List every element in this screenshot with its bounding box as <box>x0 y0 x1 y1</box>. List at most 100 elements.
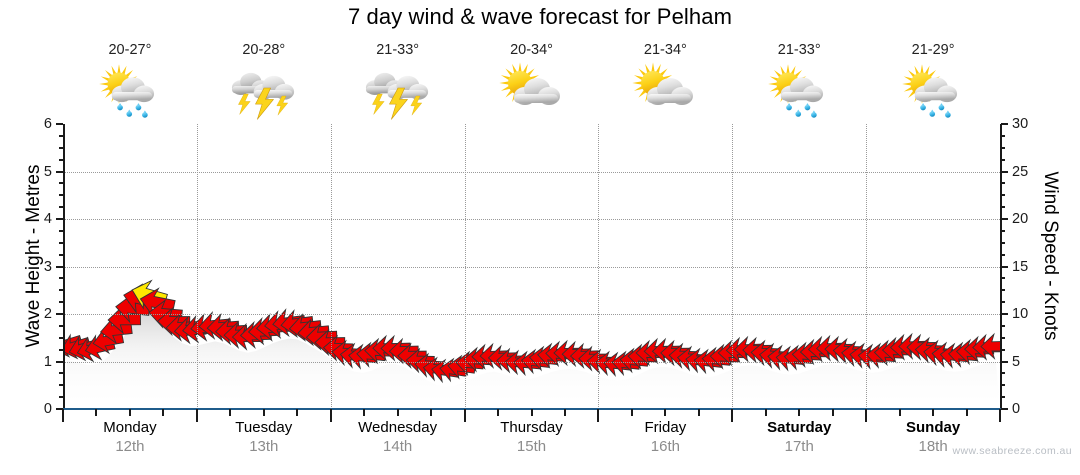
left-axis-minor-tick <box>59 253 63 256</box>
forecast-day-thursday: 20-34° <box>465 40 599 122</box>
day-date: 13th <box>249 438 279 455</box>
wind-arrow <box>816 334 847 362</box>
wind-arrow <box>807 335 839 363</box>
left-axis-minor-tick <box>59 277 63 280</box>
left-axis-minor-tick <box>59 206 63 209</box>
day-label-sunday: Sunday 18th <box>866 418 1000 466</box>
x-axis-tick <box>563 409 566 416</box>
temperature-range: 21-33° <box>376 42 420 58</box>
forecast-day-header: 20-27° <box>63 40 1000 122</box>
x-axis-tick <box>396 409 399 416</box>
wind-arrow <box>288 313 322 342</box>
day-label-monday: Monday 12th <box>63 418 197 466</box>
wind-arrow <box>247 316 281 346</box>
day-name: Thursday <box>500 419 563 436</box>
wind-arrow <box>165 312 199 342</box>
wind-arrow <box>668 342 699 369</box>
wind-arrow <box>182 315 215 344</box>
left-axis-minor-tick <box>59 182 63 185</box>
wind-arrow <box>255 313 289 342</box>
day-label-tuesday: Tuesday 13th <box>197 418 331 466</box>
wind-arrow <box>372 334 403 362</box>
left-axis-tick <box>56 265 63 268</box>
x-axis-tick <box>162 409 165 416</box>
left-axis-minor-tick <box>59 241 63 244</box>
wind-arrow <box>701 346 731 373</box>
x-axis-tick <box>965 409 968 416</box>
left-axis-minor-tick <box>59 348 63 351</box>
wind-arrow <box>972 333 1003 361</box>
day-gridline <box>464 124 466 409</box>
x-axis-tick <box>898 409 901 416</box>
wind-arrow <box>115 293 151 324</box>
wind-arrow <box>889 333 921 361</box>
left-axis-tick <box>56 123 63 125</box>
day-label-thursday: Thursday 15th <box>465 418 599 466</box>
x-axis-tick <box>497 409 500 416</box>
x-axis-tick <box>430 409 433 416</box>
x-axis-tick <box>530 409 533 416</box>
right-axis-tick-label: 25 <box>1012 163 1029 180</box>
right-axis-minor-tick <box>1001 206 1005 209</box>
page-title: 7 day wind & wave forecast for Pelham <box>348 4 732 29</box>
wind-arrow <box>471 343 501 370</box>
day-label-friday: Friday 16th <box>598 418 732 466</box>
x-axis-day-tick <box>329 409 332 422</box>
day-date: 14th <box>383 438 413 455</box>
horizontal-gridline <box>63 171 1000 173</box>
left-axis-minor-tick <box>59 194 63 197</box>
right-axis-minor-tick <box>1001 241 1005 244</box>
site-watermark: www.seabreeze.com.au <box>952 445 1072 457</box>
wind-arrow <box>758 342 789 369</box>
day-gridline <box>732 124 734 409</box>
left-axis-minor-tick <box>59 158 63 161</box>
day-date: 16th <box>650 438 680 455</box>
right-axis-tick-label: 10 <box>1012 306 1029 322</box>
x-axis-tick <box>764 409 767 416</box>
day-axis-labels: Monday 12th Tuesday 13th Wednesday 14th Thursd… <box>63 418 1000 466</box>
right-axis-minor-tick <box>1001 194 1005 197</box>
wind-arrow <box>206 313 240 342</box>
right-axis-minor-tick <box>1001 384 1005 387</box>
right-axis-minor-tick <box>1001 253 1005 256</box>
wind-arrow <box>60 333 92 360</box>
forecast-day-sunday: 21-29° <box>866 40 1000 122</box>
wind-arrow <box>463 346 493 373</box>
day-date: 12th <box>115 438 145 455</box>
wind-arrow <box>733 335 765 363</box>
right-axis-tick-label: 30 <box>1012 116 1029 132</box>
wind-arrow <box>824 335 855 363</box>
day-date: 18th <box>918 438 948 455</box>
wind-arrow <box>931 341 962 368</box>
wind-arrow <box>914 336 945 364</box>
wind-arrow <box>643 337 674 365</box>
left-axis-tick-label: 1 <box>43 353 52 370</box>
wind-arrow <box>297 317 330 347</box>
wind-arrow <box>92 327 125 355</box>
right-axis-tick-label: 20 <box>1012 211 1029 227</box>
wind-arrow <box>980 332 1011 360</box>
right-axis-minor-tick <box>1001 146 1005 149</box>
right-axis-minor-tick <box>1001 372 1005 375</box>
x-axis-tick <box>697 409 700 416</box>
thunderstorm-icon <box>228 62 300 120</box>
left-axis-minor-tick <box>59 324 63 327</box>
sun-cloud-icon <box>629 62 701 120</box>
wind-arrow <box>100 316 133 345</box>
day-gridline <box>598 124 600 409</box>
wind-arrow <box>156 306 191 337</box>
sun-cloud-rain-icon <box>763 62 835 120</box>
wind-arrow <box>190 313 224 342</box>
wind-arrow <box>529 345 559 372</box>
wind-arrow <box>356 341 386 368</box>
right-axis-minor-tick <box>1001 289 1005 292</box>
x-axis-tick <box>95 409 98 416</box>
forecast-day-saturday: 21-33° <box>732 40 866 122</box>
wind-arrow <box>906 333 937 361</box>
right-axis-minor-tick <box>1001 336 1005 339</box>
wind-arrow <box>857 343 888 370</box>
wind-arrow <box>832 337 863 365</box>
day-name: Saturday <box>767 419 832 436</box>
wind-arrow <box>479 342 509 369</box>
right-axis-minor-tick <box>1001 396 1005 399</box>
